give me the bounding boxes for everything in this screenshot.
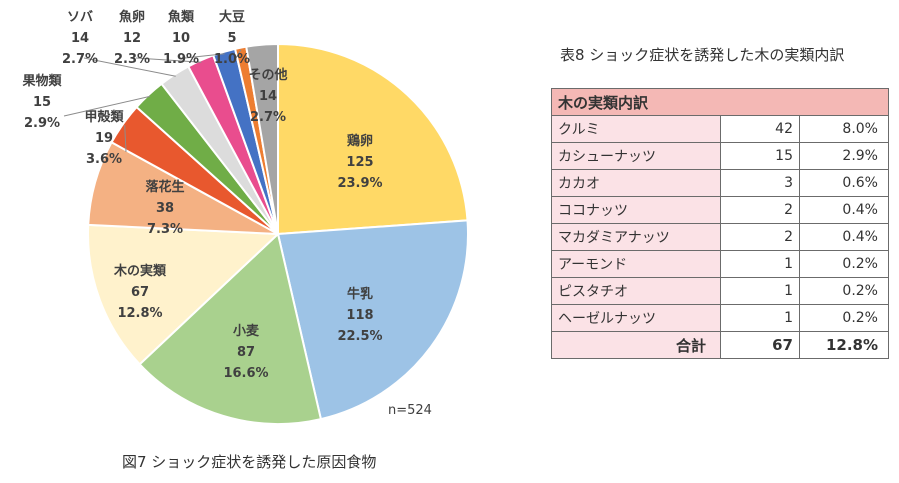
slice-value-label: 14	[71, 31, 89, 46]
leader-line	[235, 49, 242, 59]
row-percent: 0.2%	[799, 277, 889, 305]
pie-chart: 鶏卵12523.9%牛乳11822.5%小麦8716.6%木の実類6712.8%…	[21, 9, 469, 425]
slice-value-label: 14	[259, 89, 277, 104]
leader-line	[135, 57, 202, 63]
slice-percent-label: 22.5%	[337, 329, 382, 344]
slice-value-label: 12	[123, 31, 141, 46]
slice-category-label: 木の実類	[113, 263, 167, 279]
total-percent: 12.8%	[799, 331, 889, 359]
slice-category-label: その他	[248, 67, 287, 83]
slice-value-label: 10	[172, 31, 190, 46]
slice-percent-label: 16.6%	[223, 366, 268, 381]
leader-line	[124, 125, 127, 153]
row-count: 1	[720, 304, 800, 332]
slice-percent-label: 3.6%	[86, 152, 122, 167]
leader-line	[63, 95, 151, 117]
row-percent: 0.2%	[799, 250, 889, 278]
slice-value-label: 19	[95, 131, 113, 146]
row-percent: 0.2%	[799, 304, 889, 332]
row-name: アーモンド	[551, 250, 721, 278]
slice-percent-label: 23.9%	[337, 176, 382, 191]
row-name: カシューナッツ	[551, 142, 721, 170]
row-name: カカオ	[551, 169, 721, 197]
pie-slice-2	[276, 219, 469, 421]
slice-category-label: 魚卵	[119, 9, 145, 25]
slice-value-label: 38	[156, 201, 174, 216]
row-count: 15	[720, 142, 800, 170]
row-percent: 8.0%	[799, 115, 889, 143]
nut-breakdown-table: 木の実類内訳 クルミ 42 8.0% カシューナッツ 15 2.9% カカオ 3…	[551, 88, 889, 359]
pie-slice-12	[245, 42, 279, 235]
sample-size-label: n=524	[388, 403, 432, 418]
total-name: 合計	[551, 331, 721, 359]
row-name: クルミ	[551, 115, 721, 143]
slice-percent-label: 2.3%	[114, 52, 150, 67]
slice-value-label: 67	[131, 285, 149, 300]
slice-percent-label: 12.8%	[117, 306, 162, 321]
slice-category-label: 果物類	[21, 73, 62, 89]
slice-percent-label: 7.3%	[147, 222, 183, 237]
slice-percent-label: 2.9%	[24, 116, 60, 131]
table-caption: 表8 ショック症状を誘発した木の実類内訳	[560, 46, 845, 64]
figure-caption: 図7 ショック症状を誘発した原因食物	[122, 453, 377, 471]
row-count: 1	[720, 277, 800, 305]
total-row: 合計 67 12.8%	[551, 331, 889, 359]
table-row: アーモンド 1 0.2%	[551, 250, 889, 278]
table-row: カシューナッツ 15 2.9%	[551, 142, 889, 170]
table-row: ヘーゼルナッツ 1 0.2%	[551, 304, 889, 332]
slice-category-label: ソバ	[67, 10, 93, 25]
table-row: ココナッツ 2 0.4%	[551, 196, 889, 224]
slice-value-label: 5	[227, 31, 236, 46]
row-percent: 2.9%	[799, 142, 889, 170]
slice-percent-label: 2.7%	[250, 110, 286, 125]
leader-line	[184, 53, 225, 59]
row-name: ココナッツ	[551, 196, 721, 224]
row-count: 2	[720, 196, 800, 224]
total-count: 67	[720, 331, 800, 359]
row-count: 3	[720, 169, 800, 197]
row-percent: 0.6%	[799, 169, 889, 197]
slice-category-label: 小麦	[233, 323, 260, 339]
row-count: 2	[720, 223, 800, 251]
table-row: クルミ 42 8.0%	[551, 115, 889, 143]
slice-value-label: 87	[237, 345, 255, 360]
slice-value-label: 15	[33, 95, 51, 110]
leader-line	[83, 57, 176, 77]
table-row: ピスタチオ 1 0.2%	[551, 277, 889, 305]
table-header: 木の実類内訳	[551, 88, 889, 116]
slice-category-label: 落花生	[145, 179, 184, 195]
slice-category-label: 魚類	[168, 9, 195, 25]
pie-slice-3	[138, 232, 323, 425]
slice-category-label: 大豆	[219, 9, 245, 25]
slice-percent-label: 2.7%	[62, 52, 98, 67]
row-name: ヘーゼルナッツ	[551, 304, 721, 332]
row-name: マカダミアナッツ	[551, 223, 721, 251]
slice-category-label: 甲殻類	[84, 109, 124, 125]
row-percent: 0.4%	[799, 196, 889, 224]
row-count: 1	[720, 250, 800, 278]
row-count: 42	[720, 115, 800, 143]
slice-percent-label: 1.0%	[214, 52, 250, 67]
pie-slice-4	[87, 223, 281, 366]
table-header-row: 木の実類内訳	[551, 88, 889, 116]
slice-value-label: 118	[346, 308, 373, 323]
slice-category-label: 鶏卵	[347, 133, 373, 149]
pie-slice-1	[277, 42, 469, 236]
row-percent: 0.4%	[799, 223, 889, 251]
slice-value-label: 125	[346, 155, 373, 170]
row-name: ピスタチオ	[551, 277, 721, 305]
slice-percent-label: 1.9%	[163, 52, 199, 67]
table-row: カカオ 3 0.6%	[551, 169, 889, 197]
table-row: マカダミアナッツ 2 0.4%	[551, 223, 889, 251]
slice-category-label: 牛乳	[347, 286, 373, 302]
